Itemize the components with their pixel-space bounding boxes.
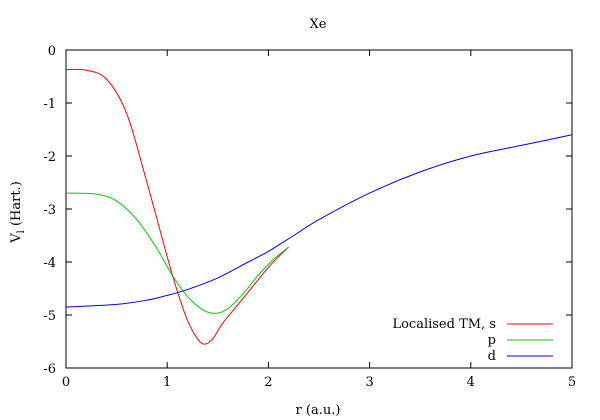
y-axis-label-unit: (Hart.) <box>9 181 24 230</box>
plot-frame <box>65 49 573 369</box>
series-line-2 <box>65 134 573 308</box>
y-axis: 0 -1 -2 -3 -4 -5 -6 <box>43 44 572 377</box>
series-curves <box>65 68 573 345</box>
legend-label-0: Localised TM, s <box>392 317 496 332</box>
legend-label-1: p <box>488 333 496 348</box>
y-tick-label: -1 <box>43 97 56 112</box>
series-line-0 <box>65 68 289 345</box>
chart-title: Xe <box>310 17 327 32</box>
y-axis-label-main: V <box>9 233 24 244</box>
y-axis-label-sub: l <box>16 230 27 233</box>
legend-label-2: d <box>488 349 496 364</box>
x-axis-label: r (a.u.) <box>296 403 341 418</box>
x-tick-label: 3 <box>365 375 373 390</box>
x-tick-label: 2 <box>264 375 272 390</box>
x-tick-label: 1 <box>163 375 171 390</box>
x-tick-label: 5 <box>568 375 576 390</box>
series-line-1 <box>65 192 289 314</box>
legend: Localised TM, spd <box>392 317 553 364</box>
y-tick-label: -6 <box>43 362 56 377</box>
x-tick-label: 0 <box>62 375 70 390</box>
y-axis-label: Vl (Hart.) <box>9 181 27 244</box>
y-tick-label: 0 <box>48 44 56 59</box>
y-tick-label: -4 <box>43 256 56 271</box>
x-tick-label: 4 <box>467 375 475 390</box>
y-tick-label: -5 <box>43 309 56 324</box>
y-tick-label: -3 <box>43 203 56 218</box>
x-axis: 0 1 2 3 4 5 <box>62 50 576 390</box>
y-tick-label: -2 <box>43 150 56 165</box>
